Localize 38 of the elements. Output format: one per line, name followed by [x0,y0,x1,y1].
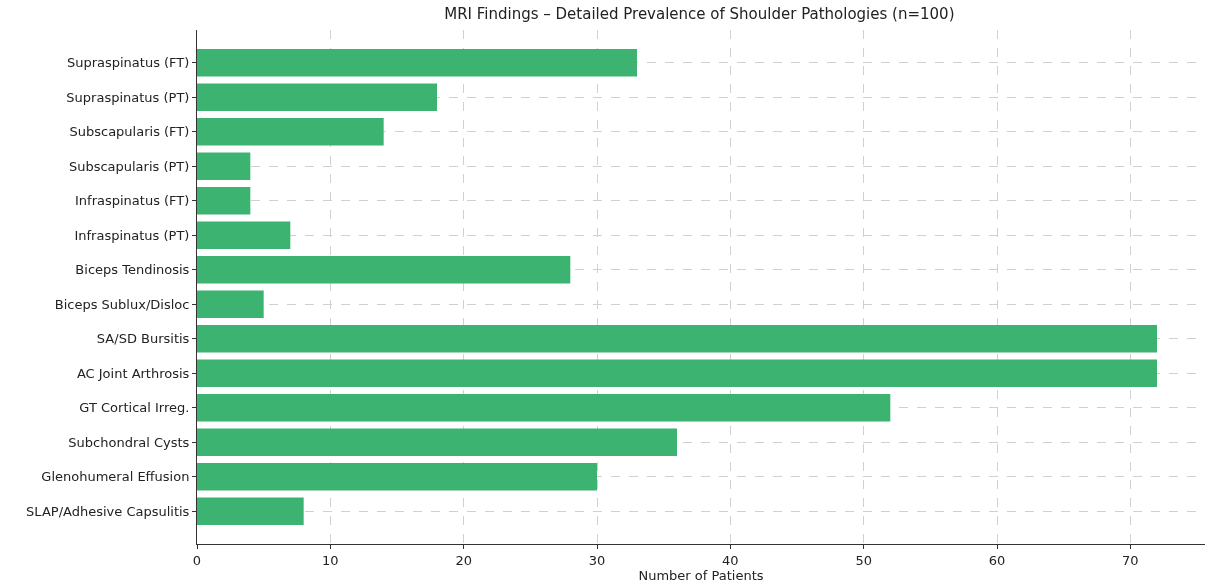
y-tick-label: Glenohumeral Effusion [41,469,190,485]
x-tick-label: 20 [455,552,472,568]
y-tick-label: Infraspinatus (FT) [75,193,190,209]
bar [197,152,251,181]
y-tick-label: SA/SD Bursitis [96,331,190,347]
y-tick-label: Biceps Sublux/Disloc [54,296,190,312]
y-tick-label: Supraspinatus (PT) [66,89,190,105]
x-tick-label: 60 [988,552,1006,568]
bar [197,290,264,319]
y-tick-label: SLAP/Adhesive Capsulitis [26,503,190,519]
x-tick-label: 0 [192,552,202,568]
x-tick-label: 40 [722,552,739,568]
bar [197,428,677,457]
bar [197,393,891,422]
x-tick-label: 10 [322,552,339,568]
x-tick-label: 70 [1122,552,1139,568]
bar [197,359,1157,388]
bar [197,83,437,112]
chart-title: MRI Findings – Detailed Prevalence of Shoulder Pathologies (n=100) [444,5,955,24]
y-tick-label: Infraspinatus (PT) [74,227,190,243]
bar [197,462,597,491]
x-axis-title: Number of Patients [638,568,764,584]
y-tick-label: Subscapularis (FT) [69,124,190,140]
bar [197,255,571,284]
y-tick-label: Subscapularis (PT) [68,158,190,174]
x-tick-label: 50 [855,552,872,568]
bar [197,221,291,250]
x-tick-label: 30 [588,552,606,568]
bar [197,324,1157,353]
y-tick-label: Subchondral Cysts [68,434,190,450]
bar [197,186,251,215]
y-tick-label: AC Joint Arthrosis [76,365,190,381]
y-tick-label: GT Cortical Irreg. [79,400,190,416]
y-tick-label: Biceps Tendinosis [75,262,190,278]
y-tick-label: Supraspinatus (FT) [66,55,190,71]
bar [197,48,637,77]
bar [197,117,384,146]
bar [197,497,304,526]
